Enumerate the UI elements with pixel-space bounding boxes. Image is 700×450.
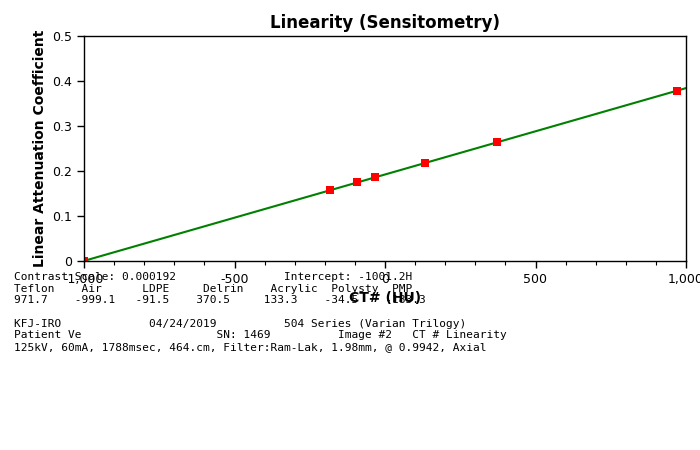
Point <box>324 187 335 194</box>
Title: Linearity (Sensitometry): Linearity (Sensitometry) <box>270 14 500 32</box>
Y-axis label: Linear Attenuation Coefficient: Linear Attenuation Coefficient <box>33 30 47 267</box>
Point <box>352 179 363 186</box>
X-axis label: CT# (HU): CT# (HU) <box>349 291 421 306</box>
Point <box>419 159 430 166</box>
Point <box>369 174 380 181</box>
Point <box>672 87 683 94</box>
Text: Contrast Scale: 0.000192                Intercept: -1001.2H
Teflon    Air      L: Contrast Scale: 0.000192 Intercept: -100… <box>14 272 507 352</box>
Point <box>78 257 90 265</box>
Point <box>491 139 502 146</box>
